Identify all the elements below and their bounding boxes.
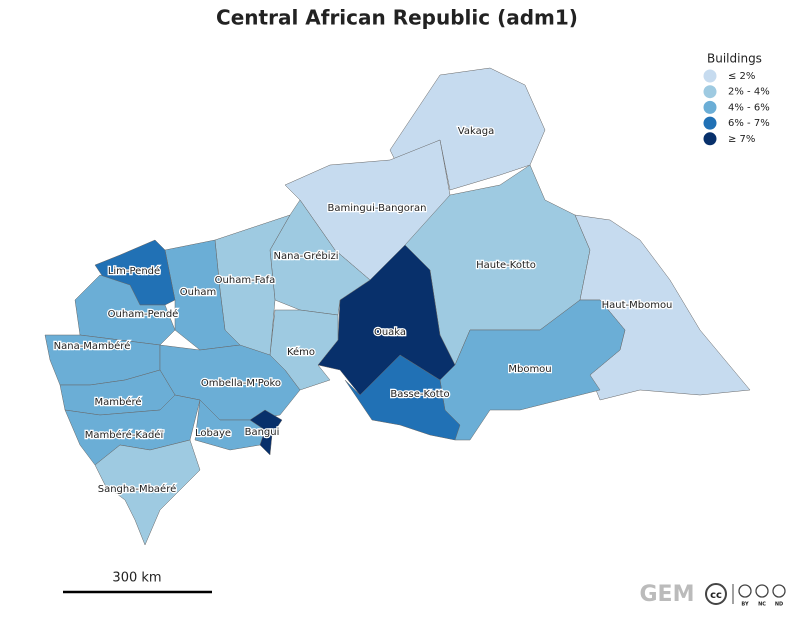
license-icon [738, 584, 752, 598]
region-labels: Vakaga Bamingui-Bangoran Haute-Kotto Haut-M… [52, 125, 673, 497]
license-label: BY [741, 602, 749, 608]
region-label: Bangui [245, 427, 280, 438]
region-label: Lobaye [195, 428, 231, 439]
region-label: Lim-Pendé [108, 265, 160, 277]
region-label: Haut-Mbomou [602, 300, 673, 311]
legend-label: 4% - 6% [728, 102, 770, 113]
legend-label: ≥ 7% [728, 134, 755, 145]
region-label: Nana-Grébizi [274, 250, 339, 262]
license-icon [755, 584, 769, 598]
region-label: Haute-Kotto [476, 260, 536, 271]
legend-swatch [703, 85, 717, 99]
region-label: Ouham-Fafa [215, 275, 276, 286]
legend-swatch [703, 116, 717, 130]
region-label: Sangha-Mbaéré [98, 483, 177, 495]
region-label: Ouaka [374, 327, 406, 338]
region-label: Mambéré [94, 396, 141, 408]
region-label: Ombella-M'Poko [201, 378, 281, 389]
license-label: ND [775, 602, 783, 608]
legend-label: 2% - 4% [728, 87, 770, 98]
regions [44, 67, 751, 546]
region-label: Bamingui-Bangoran [328, 203, 427, 214]
region-label: Nana-Mambéré [54, 340, 131, 352]
region [249, 409, 283, 456]
logo-text: GEM [640, 582, 695, 607]
region-label: Kémo [287, 346, 315, 358]
legend: ≤ 2% 2% - 4% 4% - 6% 6% - 7% ≥ 7% [703, 69, 770, 146]
license-icons: BY NC ND [732, 584, 786, 608]
region-label: Ouham [180, 287, 216, 298]
legend-title: Buildings [707, 52, 762, 66]
region-label: Basse-Kotto [390, 389, 449, 400]
legend-label: 6% - 7% [728, 118, 770, 129]
map-title: Central African Republic (adm1) [216, 6, 578, 30]
region-label: Mbomou [508, 364, 551, 375]
region-label: Ouham-Pendé [108, 308, 179, 320]
region-label: Mambéré-Kadéï [85, 429, 164, 441]
region-label: Vakaga [458, 126, 494, 137]
region [164, 239, 241, 351]
cc-icon [705, 583, 727, 605]
cc-icon-text: cc [710, 590, 722, 601]
region [94, 439, 201, 546]
scale-label: 300 km [112, 571, 161, 586]
license-icon [772, 584, 786, 598]
legend-swatch [703, 100, 717, 114]
region [344, 354, 461, 441]
legend-label: ≤ 2% [728, 71, 755, 82]
license-label: NC [758, 602, 766, 608]
legend-swatch [703, 132, 717, 146]
legend-swatch [703, 69, 717, 83]
